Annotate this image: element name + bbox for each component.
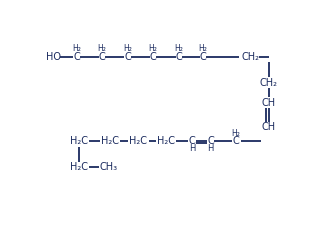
Text: H: H — [207, 144, 214, 153]
Text: CH₂: CH₂ — [241, 52, 259, 62]
Text: CH₂: CH₂ — [260, 78, 278, 88]
Text: H: H — [189, 144, 195, 153]
Text: C: C — [175, 52, 182, 62]
Text: H₂C: H₂C — [157, 136, 175, 146]
Text: H₂: H₂ — [174, 44, 183, 53]
Text: HO: HO — [46, 52, 61, 62]
Text: H₂: H₂ — [123, 44, 132, 53]
Text: H₂: H₂ — [232, 129, 241, 138]
Text: H₂: H₂ — [72, 44, 81, 53]
Text: H₂: H₂ — [98, 44, 107, 53]
Text: H₂C: H₂C — [101, 136, 119, 146]
Text: H₂C: H₂C — [70, 162, 88, 172]
Text: C: C — [150, 52, 156, 62]
Text: CH: CH — [261, 122, 276, 132]
Text: CH: CH — [261, 98, 276, 108]
Text: H₂C: H₂C — [129, 136, 148, 146]
Text: H₂C: H₂C — [70, 136, 88, 146]
Text: C: C — [188, 136, 195, 146]
Text: C: C — [207, 136, 214, 146]
Text: H₂: H₂ — [198, 44, 207, 53]
Text: CH₃: CH₃ — [99, 162, 117, 172]
Text: H₂: H₂ — [149, 44, 157, 53]
Text: C: C — [124, 52, 131, 62]
Text: C: C — [99, 52, 105, 62]
Text: C: C — [199, 52, 206, 62]
Text: C: C — [73, 52, 80, 62]
Text: C: C — [233, 136, 239, 146]
